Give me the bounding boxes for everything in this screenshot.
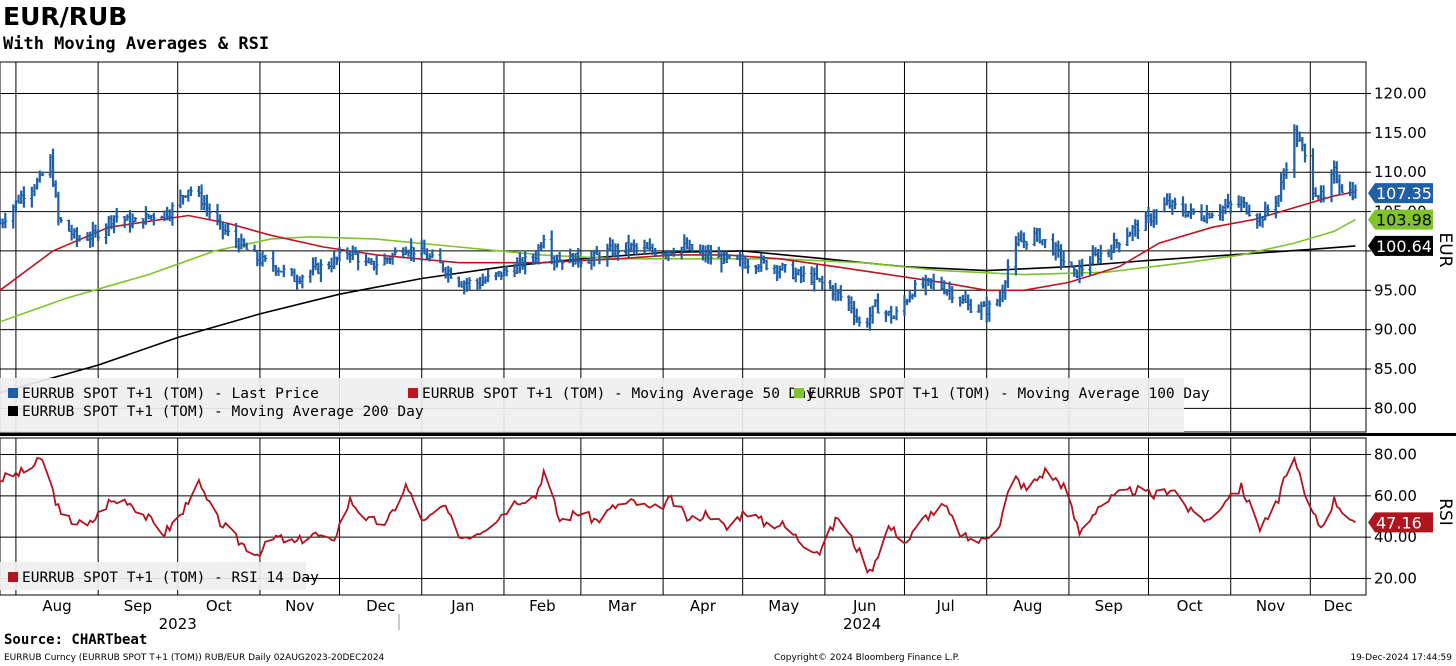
year-label: 2023 — [159, 615, 197, 630]
month-tick-label: Mar — [608, 597, 637, 615]
month-tick-label: Sep — [1095, 597, 1123, 615]
footer-timestamp: 19-Dec-2024 17:44:59 — [1350, 653, 1452, 663]
last-price-tag: 107.35 — [1368, 183, 1433, 204]
ma200-tag-label: 100.64 — [1376, 237, 1432, 256]
ma100-line — [0, 218, 1356, 323]
ma200-line — [0, 245, 1356, 394]
legend-entry: EURRUB SPOT T+1 (TOM) - Moving Average 5… — [422, 386, 815, 402]
legend-entry: EURRUB SPOT T+1 (TOM) - RSI 14 Day — [22, 570, 319, 586]
rsi-last-tag-label: 47.16 — [1376, 513, 1422, 532]
series-layer — [0, 124, 1358, 574]
rsi-last-tag: 47.16 — [1368, 512, 1433, 533]
rsi-legend-background — [0, 562, 306, 590]
rsi-y-tick-label: 20.00 — [1374, 569, 1417, 587]
rsi-panel-frame — [0, 437, 1367, 596]
chart-title: EUR/RUB — [3, 2, 128, 31]
month-tick-label: Oct — [206, 597, 232, 615]
last-price-tag-label: 107.35 — [1376, 184, 1432, 203]
rsi-y-tick-label: 60.00 — [1374, 487, 1417, 505]
footer-security-info: EURRUB Curncy (EURRUB SPOT T+1 (TOM)) RU… — [4, 653, 385, 663]
legend-swatch — [8, 388, 18, 398]
month-tick-label: Nov — [1256, 597, 1285, 615]
month-tick-label: Dec — [366, 597, 395, 615]
ma100-tag-bg — [1368, 209, 1433, 230]
price-y-tick-label: 85.00 — [1374, 360, 1417, 378]
month-tick-label: Jan — [450, 597, 474, 615]
legend-entry: EURRUB SPOT T+1 (TOM) - Moving Average 1… — [808, 386, 1210, 402]
month-tick-label: Nov — [285, 597, 314, 615]
legend-swatch — [8, 572, 18, 582]
legend-swatch — [794, 388, 804, 398]
rsi-line — [0, 455, 1356, 574]
year-label: 2024 — [843, 615, 881, 630]
legend-entry: EURRUB SPOT T+1 (TOM) - Moving Average 2… — [22, 404, 424, 420]
month-tick-label: May — [768, 597, 799, 615]
price-y-tick-label: 80.00 — [1374, 399, 1417, 417]
rsi-y-tick-label: 80.00 — [1374, 446, 1417, 464]
price-y-tick-label: 95.00 — [1374, 281, 1417, 299]
month-tick-label: Feb — [529, 597, 556, 615]
last-price-tag-bg — [1368, 183, 1433, 204]
chart-subtitle: With Moving Averages & RSI — [3, 34, 270, 54]
ma50-line — [0, 191, 1356, 292]
ma200-tag-bg — [1368, 235, 1433, 256]
price-bars — [0, 124, 1358, 331]
legend-swatch — [408, 388, 418, 398]
price-legend-background — [0, 378, 1184, 432]
ma100-tag: 103.98 — [1368, 209, 1433, 230]
month-tick-label: Jun — [852, 597, 876, 615]
chart-canvas: Aug Sep Oct Nov Dec Jan Feb Mar Apr May Jun Jul Aug S… — [0, 61, 1456, 630]
month-tick-label: Sep — [124, 597, 152, 615]
rsi-y-tick-label: 40.00 — [1374, 528, 1417, 546]
footer-copyright: Copyright© 2024 Bloomberg Finance L.P. — [774, 653, 960, 663]
legend-entry: EURRUB SPOT T+1 (TOM) - Last Price — [22, 386, 319, 402]
axis-layer: Aug Sep Oct Nov Dec Jan Feb Mar Apr May Jun Jul Aug S… — [42, 84, 1455, 630]
rsi-last-tag-bg — [1368, 512, 1433, 533]
price-y-tick-label: 115.00 — [1374, 124, 1427, 142]
price-y-tick-label: 90.00 — [1374, 321, 1417, 339]
rsi-y-axis-title: RSI — [1435, 498, 1455, 526]
price-y-tick-label: 110.00 — [1374, 163, 1427, 181]
ma200-tag: 100.64 — [1368, 235, 1433, 256]
month-tick-label: Apr — [690, 597, 717, 615]
month-tick-label: Jul — [936, 597, 955, 615]
ma100-tag-label: 103.98 — [1376, 211, 1432, 230]
price-y-tick-label: 120.00 — [1374, 84, 1427, 102]
month-tick-label: Aug — [1013, 597, 1042, 615]
legend-swatch — [8, 406, 18, 416]
month-tick-label: Oct — [1177, 597, 1203, 615]
month-tick-label: Dec — [1324, 597, 1353, 615]
legend-layer: EURRUB SPOT T+1 (TOM) - Last Price EURRUB… — [0, 378, 1210, 590]
month-tick-label: Aug — [42, 597, 71, 615]
price-y-axis-title: EUR — [1435, 233, 1455, 268]
source-note: Source: CHARTbeat — [4, 632, 148, 648]
